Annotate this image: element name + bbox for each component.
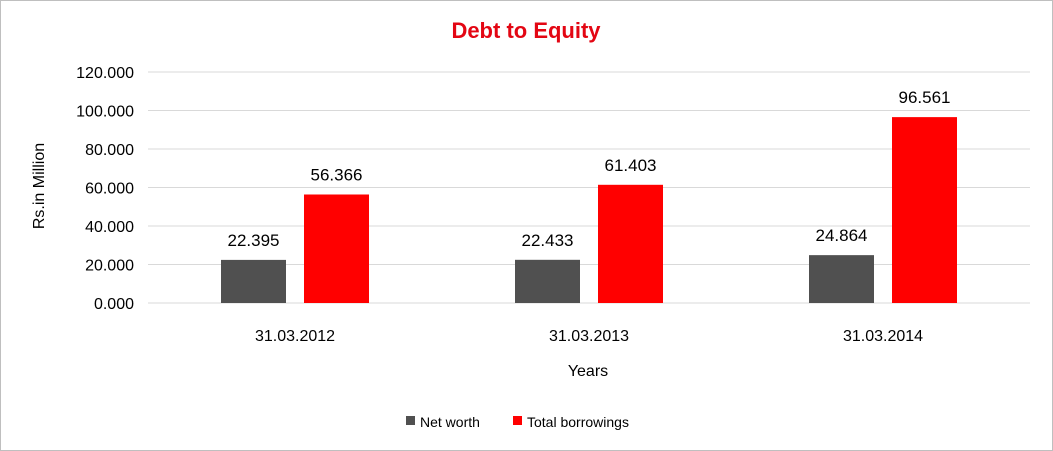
legend-label: Net worth [420,414,480,430]
legend-swatch [513,416,522,425]
data-label: 22.395 [228,231,280,250]
y-axis-ticks: 0.000 20.000 40.000 60.000 80.000 100.000 120.… [76,65,134,313]
data-label: 22.433 [522,231,574,250]
x-axis-title: Years [568,363,608,380]
bar-net-worth [221,259,286,303]
bar-total-borrowings [304,194,369,303]
bar-total-borrowings [598,184,663,303]
data-label: 96.561 [899,88,951,107]
bar-net-worth [809,255,874,303]
x-tick-label: 31.03.2013 [549,328,629,345]
y-tick-label: 60.000 [85,181,134,198]
chart-title: Debt to Equity [451,18,601,43]
bar-total-borrowings [892,117,957,303]
x-axis-ticks: 31.03.2012 31.03.2013 31.03.2014 [255,328,923,345]
legend: Net worth Total borrowings [406,414,629,430]
bars [221,117,957,303]
data-label: 56.366 [311,165,363,184]
legend-label: Total borrowings [527,414,629,430]
x-tick-label: 31.03.2014 [843,328,923,345]
gridlines [148,71,1030,304]
y-tick-label: 20.000 [85,258,134,275]
y-axis-title: Rs.in Million [31,143,48,229]
bar-net-worth [515,259,580,303]
data-label: 24.864 [816,226,868,245]
y-tick-label: 120.000 [76,65,134,82]
y-tick-label: 0.000 [94,296,134,313]
data-labels: 22.395 56.366 22.433 61.403 24.864 96.561 [228,88,951,250]
x-tick-label: 31.03.2012 [255,328,335,345]
data-label: 61.403 [605,156,657,175]
legend-swatch [406,416,415,425]
y-tick-label: 100.000 [76,104,134,121]
y-tick-label: 80.000 [85,142,134,159]
y-tick-label: 40.000 [85,219,134,236]
